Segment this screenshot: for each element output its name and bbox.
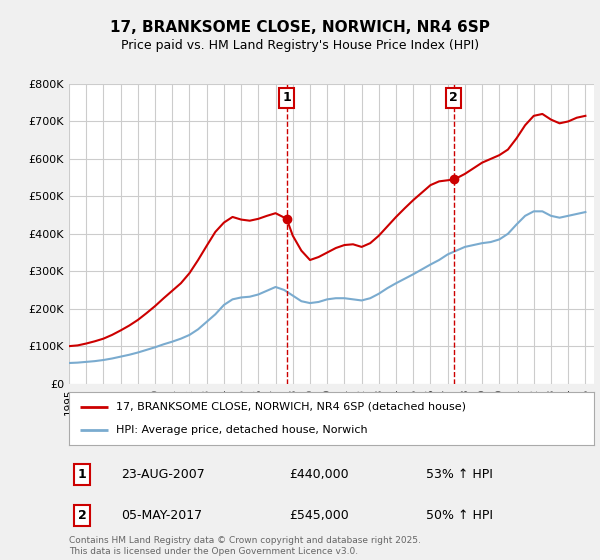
Text: 23-AUG-2007: 23-AUG-2007	[121, 468, 205, 481]
Text: 2: 2	[449, 91, 458, 105]
Text: 53% ↑ HPI: 53% ↑ HPI	[426, 468, 493, 481]
Text: £545,000: £545,000	[290, 509, 349, 522]
Text: 50% ↑ HPI: 50% ↑ HPI	[426, 509, 493, 522]
Text: 17, BRANKSOME CLOSE, NORWICH, NR4 6SP (detached house): 17, BRANKSOME CLOSE, NORWICH, NR4 6SP (d…	[116, 402, 466, 412]
Text: £440,000: £440,000	[290, 468, 349, 481]
Text: 2: 2	[78, 509, 86, 522]
Text: Price paid vs. HM Land Registry's House Price Index (HPI): Price paid vs. HM Land Registry's House …	[121, 39, 479, 52]
Text: HPI: Average price, detached house, Norwich: HPI: Average price, detached house, Norw…	[116, 425, 368, 435]
Text: Contains HM Land Registry data © Crown copyright and database right 2025.
This d: Contains HM Land Registry data © Crown c…	[69, 536, 421, 556]
Text: 1: 1	[283, 91, 291, 105]
Text: 17, BRANKSOME CLOSE, NORWICH, NR4 6SP: 17, BRANKSOME CLOSE, NORWICH, NR4 6SP	[110, 20, 490, 35]
Text: 1: 1	[78, 468, 86, 481]
Text: 05-MAY-2017: 05-MAY-2017	[121, 509, 203, 522]
